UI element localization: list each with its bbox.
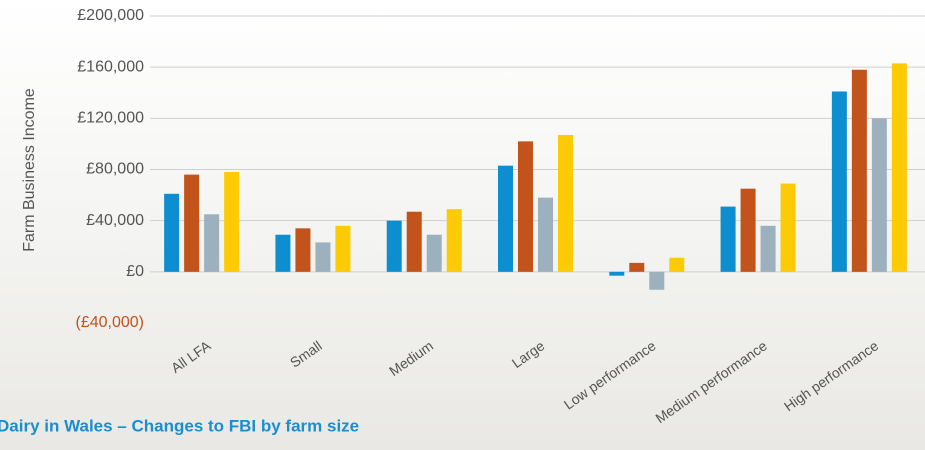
bar xyxy=(871,118,887,272)
bar xyxy=(426,234,442,272)
x-tick-label: High performance xyxy=(781,337,882,414)
bar xyxy=(335,225,351,272)
x-tick-label: Small xyxy=(287,337,325,370)
y-tick-label: £40,000 xyxy=(86,212,144,229)
bar xyxy=(760,225,776,272)
bar xyxy=(720,206,736,272)
bar xyxy=(184,174,200,272)
bar xyxy=(386,220,402,272)
bar xyxy=(740,188,756,272)
y-tick-label: £160,000 xyxy=(77,58,144,75)
bar xyxy=(831,91,847,272)
chart-title: Dairy in Wales – Changes to FBI by farm … xyxy=(0,416,359,435)
bar xyxy=(669,257,685,272)
x-tick-label: Low performance xyxy=(561,337,659,412)
bar xyxy=(780,183,796,272)
bar xyxy=(446,209,462,272)
bar xyxy=(538,197,553,272)
bar xyxy=(558,134,573,272)
bar xyxy=(224,172,240,272)
bar xyxy=(498,165,513,272)
y-tick-label: £120,000 xyxy=(77,110,144,127)
bar xyxy=(649,271,665,290)
bar xyxy=(204,214,220,272)
bar xyxy=(164,193,180,272)
x-tick-label: Medium performance xyxy=(652,337,770,426)
bar xyxy=(406,211,422,272)
y-tick-label: £80,000 xyxy=(86,161,144,178)
x-tick-label: Medium xyxy=(386,337,436,379)
bar xyxy=(891,63,907,272)
bar xyxy=(518,141,533,272)
x-tick-label: Large xyxy=(509,337,548,371)
y-tick-label: £0 xyxy=(126,263,144,280)
bar xyxy=(851,69,867,272)
y-axis-label: Farm Business Income xyxy=(21,88,38,252)
bar xyxy=(315,242,331,272)
bar xyxy=(295,228,311,272)
x-tick-label: All LFA xyxy=(168,337,214,376)
bar xyxy=(629,262,645,272)
y-tick-label: £200,000 xyxy=(77,7,144,24)
y-tick-label: (£40,000) xyxy=(76,314,145,331)
bar xyxy=(609,271,625,276)
bar xyxy=(275,234,291,272)
